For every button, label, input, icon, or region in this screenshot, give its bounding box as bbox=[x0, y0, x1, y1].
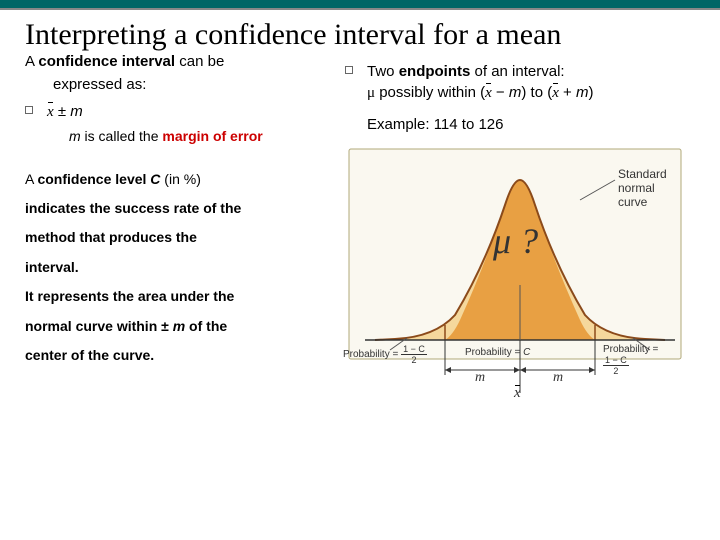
lower-l3: method that produces the bbox=[25, 223, 325, 252]
slide: Interpreting a confidence interval for a… bbox=[0, 10, 720, 415]
intro-bold: confidence interval bbox=[38, 53, 175, 70]
bullet-pm: x ± m m is called the margin of error bbox=[25, 101, 325, 147]
pm: ± bbox=[54, 103, 71, 120]
xbar: x bbox=[552, 83, 559, 104]
mu: μ bbox=[367, 85, 375, 101]
lower-l2: indicates the success rate of the bbox=[25, 194, 325, 223]
normal-curve-chart: Standardnormal curve μ ? Probability = 1… bbox=[345, 145, 685, 415]
bullet-pm-content: x ± m m is called the margin of error bbox=[47, 101, 263, 147]
bullet-endpoints: Two endpoints of an interval: μ possibly… bbox=[345, 61, 695, 135]
prob-right: Probability = 1 − C2 bbox=[603, 344, 685, 376]
lower-l7: center of the curve. bbox=[25, 341, 325, 370]
xbar-axis: x bbox=[514, 385, 521, 402]
margin-m: m bbox=[69, 128, 81, 144]
lower-l6: normal curve within ± m of the bbox=[25, 312, 325, 341]
margin-mid: is called the bbox=[81, 128, 163, 144]
lower-l1: A confidence level C (in %) bbox=[25, 165, 325, 194]
lower-text: A confidence level C (in %) indicates th… bbox=[25, 165, 325, 371]
margin-note: m is called the margin of error bbox=[69, 127, 263, 147]
xbar: x bbox=[47, 102, 54, 123]
intro-pre: A bbox=[25, 53, 38, 70]
top-strip bbox=[0, 0, 720, 10]
lower-l5: It represents the area under the bbox=[25, 282, 325, 311]
margin-err: margin of error bbox=[162, 128, 262, 144]
columns: A confidence interval can be expressed a… bbox=[25, 53, 695, 415]
page-title: Interpreting a confidence interval for a… bbox=[25, 18, 695, 51]
bullet-icon bbox=[345, 66, 353, 74]
std-label: Standardnormal curve bbox=[618, 167, 685, 209]
m-right: m bbox=[553, 370, 563, 386]
m-left: m bbox=[475, 370, 485, 386]
col-right: Two endpoints of an interval: μ possibly… bbox=[345, 53, 695, 415]
mu-q: μ ? bbox=[493, 220, 538, 262]
intro-post: can be bbox=[175, 53, 224, 70]
lower-l4: interval. bbox=[25, 253, 325, 282]
endpoints-content: Two endpoints of an interval: μ possibly… bbox=[367, 61, 594, 135]
intro-line2: expressed as: bbox=[53, 76, 325, 93]
example: Example: 114 to 126 bbox=[367, 114, 594, 135]
bullet-icon bbox=[25, 106, 33, 114]
pm-m: m bbox=[70, 103, 83, 120]
intro-line1: A confidence interval can be bbox=[25, 53, 325, 70]
prob-center: Probability = C bbox=[465, 347, 530, 358]
col-left: A confidence interval can be expressed a… bbox=[25, 53, 325, 415]
xbar: x bbox=[485, 83, 492, 104]
prob-left: Probability = 1 − C2 bbox=[343, 344, 427, 365]
